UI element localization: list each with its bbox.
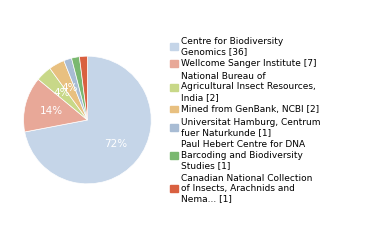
Text: 14%: 14% — [40, 106, 63, 116]
Text: 4%: 4% — [54, 88, 70, 98]
Wedge shape — [79, 56, 87, 120]
Text: 72%: 72% — [105, 139, 128, 149]
Wedge shape — [50, 61, 87, 120]
Wedge shape — [38, 68, 87, 120]
Wedge shape — [64, 58, 87, 120]
Wedge shape — [24, 79, 87, 132]
Legend: Centre for Biodiversity
Genomics [36], Wellcome Sanger Institute [7], National B: Centre for Biodiversity Genomics [36], W… — [170, 37, 321, 203]
Wedge shape — [71, 57, 87, 120]
Wedge shape — [25, 56, 151, 184]
Text: 4%: 4% — [61, 83, 78, 93]
